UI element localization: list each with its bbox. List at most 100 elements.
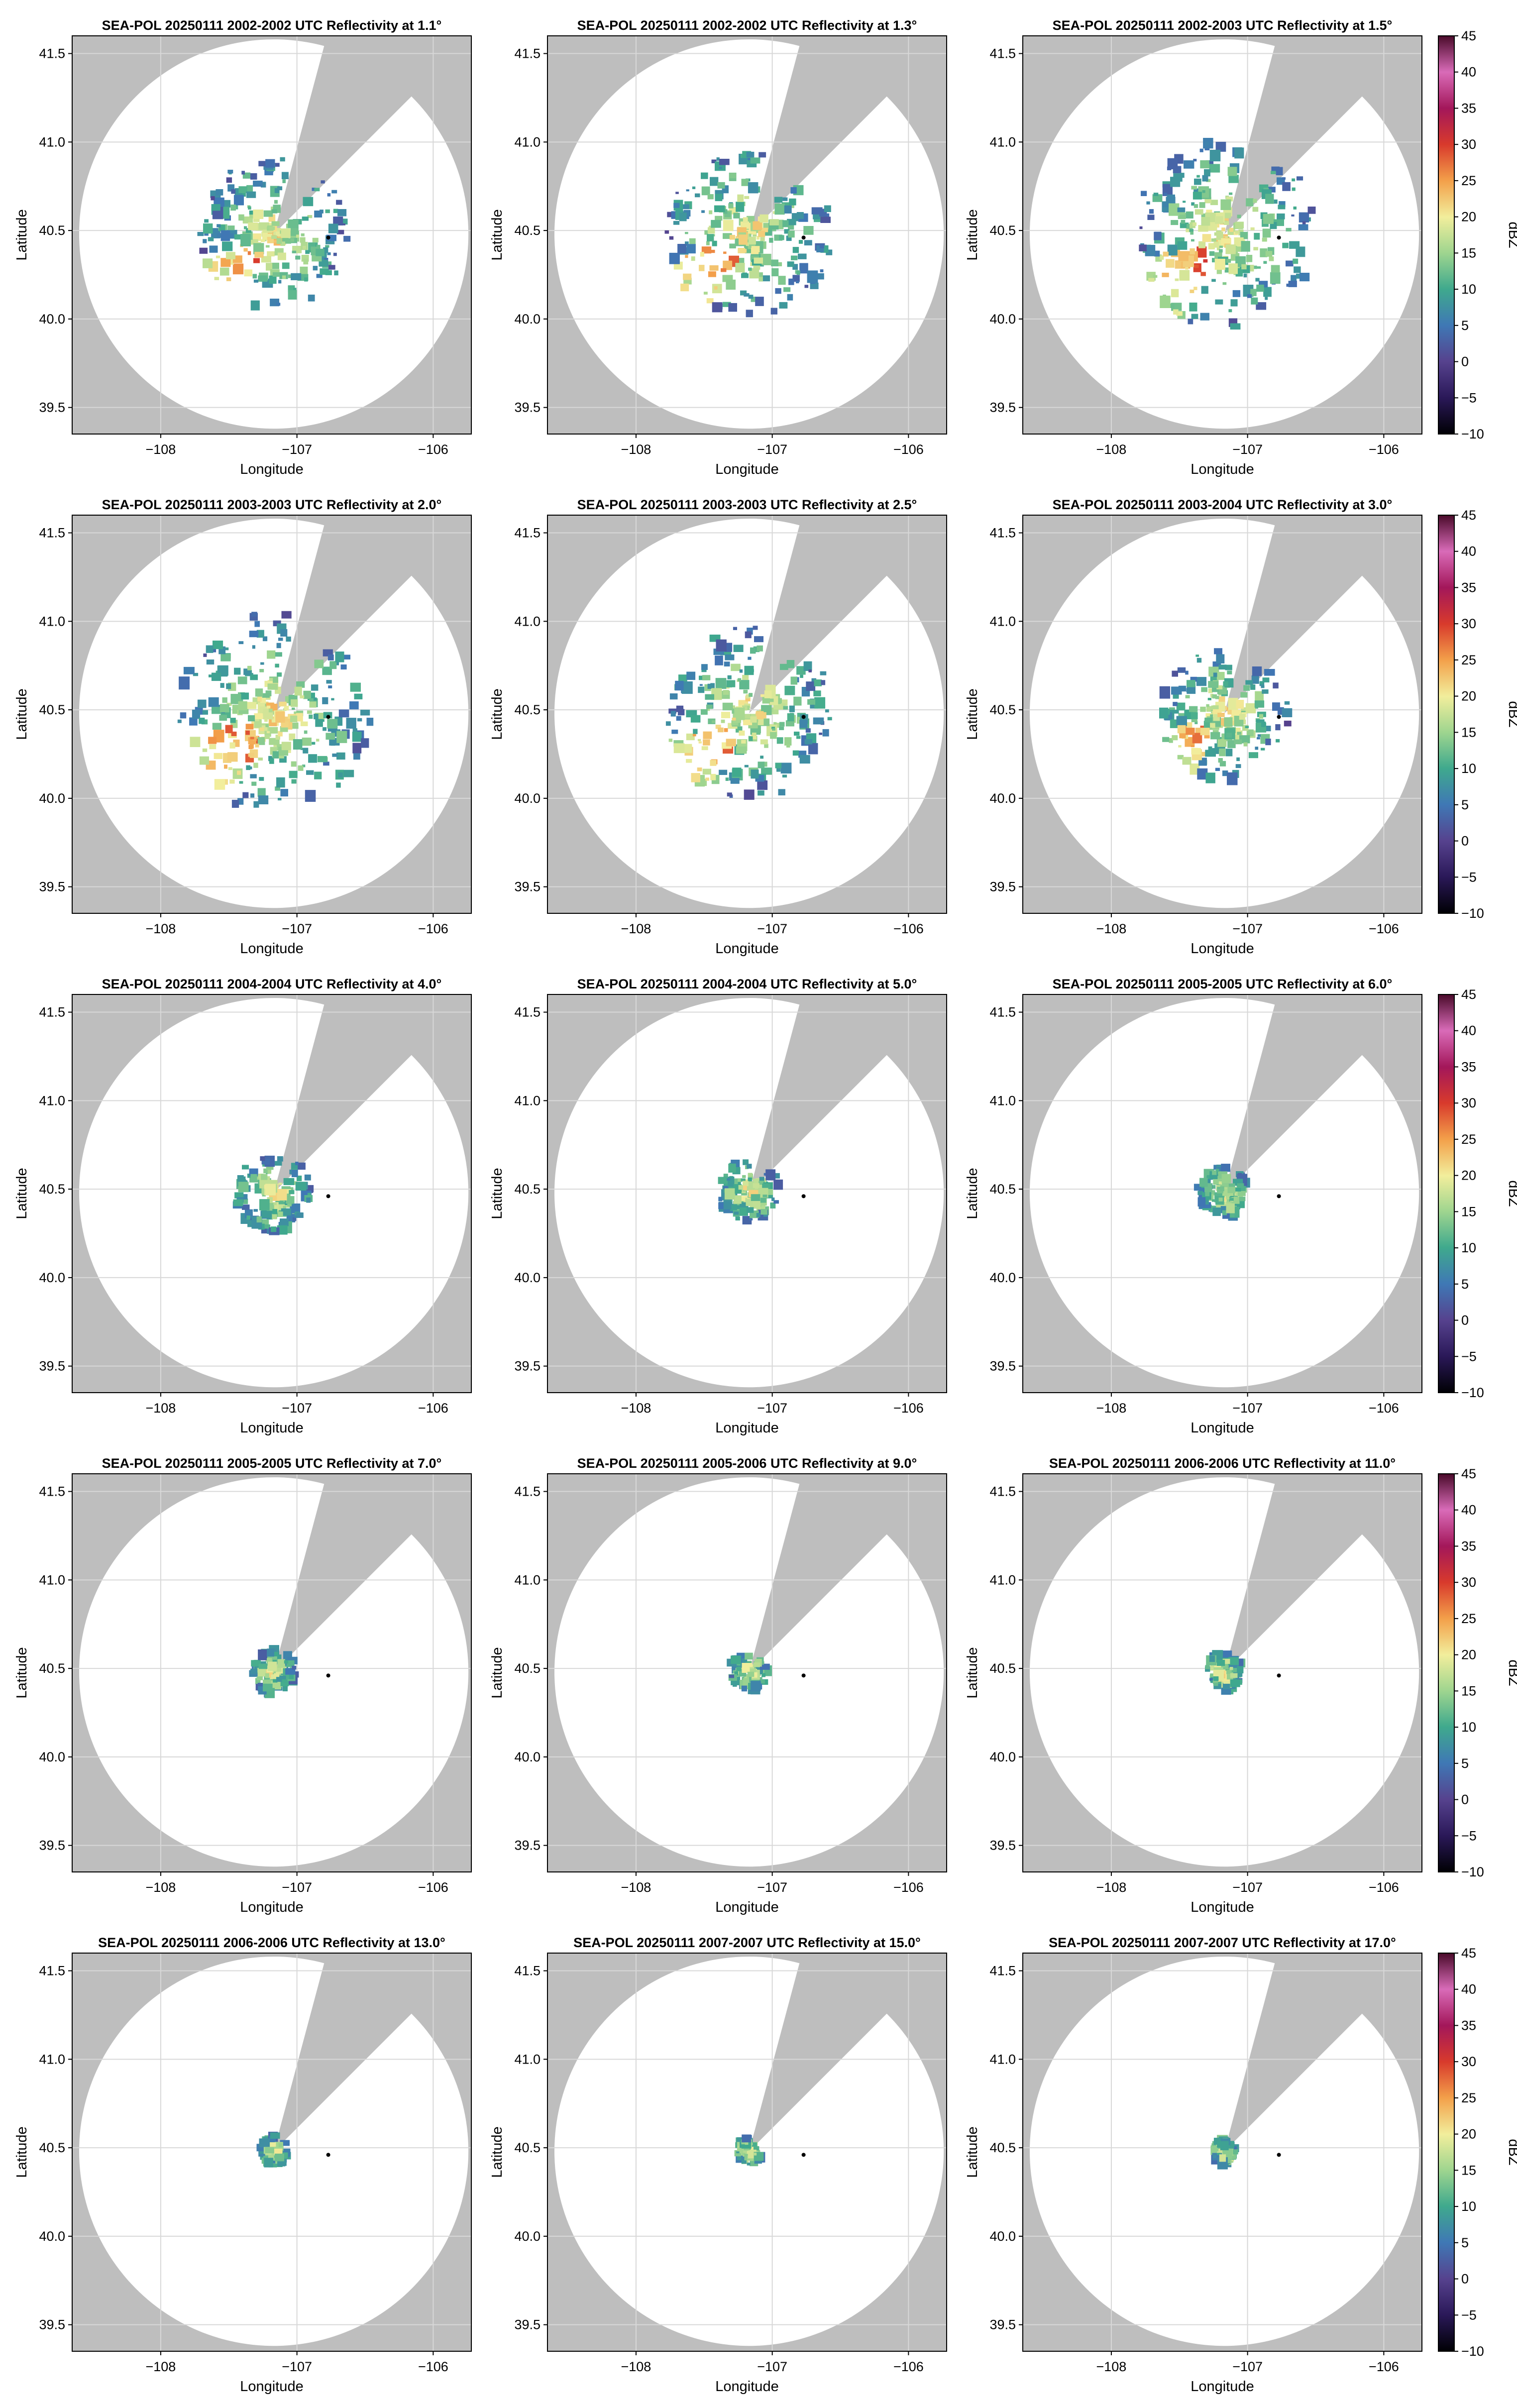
echo-cell: [1190, 676, 1197, 682]
echo-cell: [796, 281, 799, 284]
echo-cell: [282, 1685, 288, 1692]
colorbar-tick-label: 40: [1461, 1503, 1476, 1518]
echo-cell: [280, 1681, 289, 1687]
y-tick-label: 41.0: [39, 134, 65, 149]
echo-cell: [282, 179, 286, 183]
echo-cell: [271, 235, 277, 239]
echo-cell: [254, 713, 263, 719]
y-axis-label: Latitude: [965, 688, 980, 740]
echo-cell: [676, 716, 681, 721]
echo-cell: [747, 1207, 754, 1213]
y-tick-label: 41.5: [514, 1484, 541, 1499]
echo-cell: [1191, 220, 1195, 224]
echo-cell: [707, 234, 714, 242]
echo-cell: [297, 1175, 302, 1182]
echo-cell: [1228, 175, 1239, 183]
echo-cell: [1235, 230, 1239, 234]
echo-cell: [728, 1163, 736, 1173]
echo-cell: [1189, 229, 1193, 232]
y-tick-label: 41.5: [39, 1964, 65, 1978]
echo-cell: [230, 204, 236, 211]
echo-cell: [311, 684, 319, 691]
echo-cell: [750, 1668, 757, 1673]
echo-cell: [1216, 246, 1220, 251]
echo-cell: [817, 273, 824, 280]
echo-cell: [277, 1189, 287, 1201]
echo-cell: [309, 701, 317, 708]
echo-cell: [276, 238, 282, 244]
y-axis-label: Latitude: [14, 209, 30, 260]
echo-cell: [739, 1207, 748, 1216]
echo-cell: [334, 270, 338, 276]
echo-cell: [779, 722, 785, 727]
y-tick-label: 41.5: [39, 1484, 65, 1499]
x-tick-label: −106: [418, 1880, 448, 1895]
echo-cell: [814, 697, 826, 709]
echo-cell: [287, 1202, 292, 1206]
y-tick-label: 39.5: [39, 1359, 65, 1374]
echo-cell: [759, 1663, 770, 1670]
echo-cell: [1194, 209, 1203, 215]
echo-cell: [312, 237, 319, 242]
echo-cell: [283, 1178, 295, 1185]
echo-cell: [275, 711, 285, 723]
echo-cell: [1141, 191, 1147, 196]
echo-cell: [289, 1190, 295, 1195]
x-tick-label: −108: [621, 1880, 651, 1895]
echo-cell: [1194, 721, 1198, 724]
echo-cell: [1213, 1683, 1221, 1689]
echo-cell: [312, 188, 316, 191]
x-tick-label: −108: [1096, 1880, 1127, 1895]
echo-cell: [1219, 748, 1226, 757]
echo-cell: [354, 693, 363, 700]
echo-cell: [1210, 200, 1218, 206]
reflectivity-echoes: [718, 1159, 783, 1225]
colorbar-tick-label: 15: [1461, 2163, 1476, 2178]
colorbar-tick-label: 40: [1461, 65, 1476, 80]
reflectivity-echoes: [664, 151, 833, 318]
echo-cell: [1265, 297, 1268, 300]
echo-cell: [1245, 726, 1249, 728]
echo-cell: [780, 763, 792, 774]
echo-cell: [1218, 1198, 1223, 1202]
echo-cell: [676, 705, 684, 712]
echo-cell: [1212, 694, 1217, 699]
echo-cell: [1196, 175, 1200, 178]
echo-cell: [1198, 241, 1206, 248]
echo-cell: [266, 731, 270, 734]
echo-cell: [1202, 190, 1205, 193]
echo-cell: [273, 1666, 282, 1672]
echo-cell: [252, 645, 255, 649]
echo-cell: [769, 237, 773, 243]
echo-cell: [827, 717, 832, 721]
radar-panel: −108 −107 −106 39.5 40.0 40.5 41.0 41.5 Longitud…: [965, 1456, 1422, 1915]
x-tick-label: −108: [146, 442, 176, 457]
colorbar-tick-label: 20: [1461, 1647, 1476, 1662]
echo-cell: [294, 686, 302, 696]
echo-cell: [786, 235, 792, 241]
echo-cell: [711, 249, 715, 253]
echo-cell: [1236, 757, 1240, 762]
echo-cell: [274, 2148, 283, 2154]
echo-cell: [718, 727, 724, 733]
y-tick-label: 40.0: [39, 1270, 65, 1285]
colorbar-tick-label: 5: [1461, 1277, 1469, 1292]
echo-cell: [336, 782, 341, 788]
echo-cell: [806, 681, 816, 691]
x-axis-label: Longitude: [1191, 2379, 1254, 2395]
echo-cell: [1250, 684, 1256, 690]
echo-cell: [1226, 707, 1230, 711]
echo-cell: [1225, 664, 1232, 670]
echo-cell: [1221, 1650, 1232, 1658]
echo-cell: [1211, 705, 1219, 710]
echo-cell: [1223, 706, 1227, 710]
echo-cell: [738, 1185, 743, 1190]
echo-cell: [1220, 2141, 1229, 2151]
echo-cell: [692, 734, 696, 737]
echo-cell: [204, 219, 209, 223]
y-tick-label: 40.0: [514, 2229, 541, 2244]
echo-cell: [1194, 178, 1201, 185]
echo-cell: [1239, 714, 1245, 720]
echo-cell: [1206, 179, 1211, 182]
echo-cell: [1216, 685, 1223, 690]
